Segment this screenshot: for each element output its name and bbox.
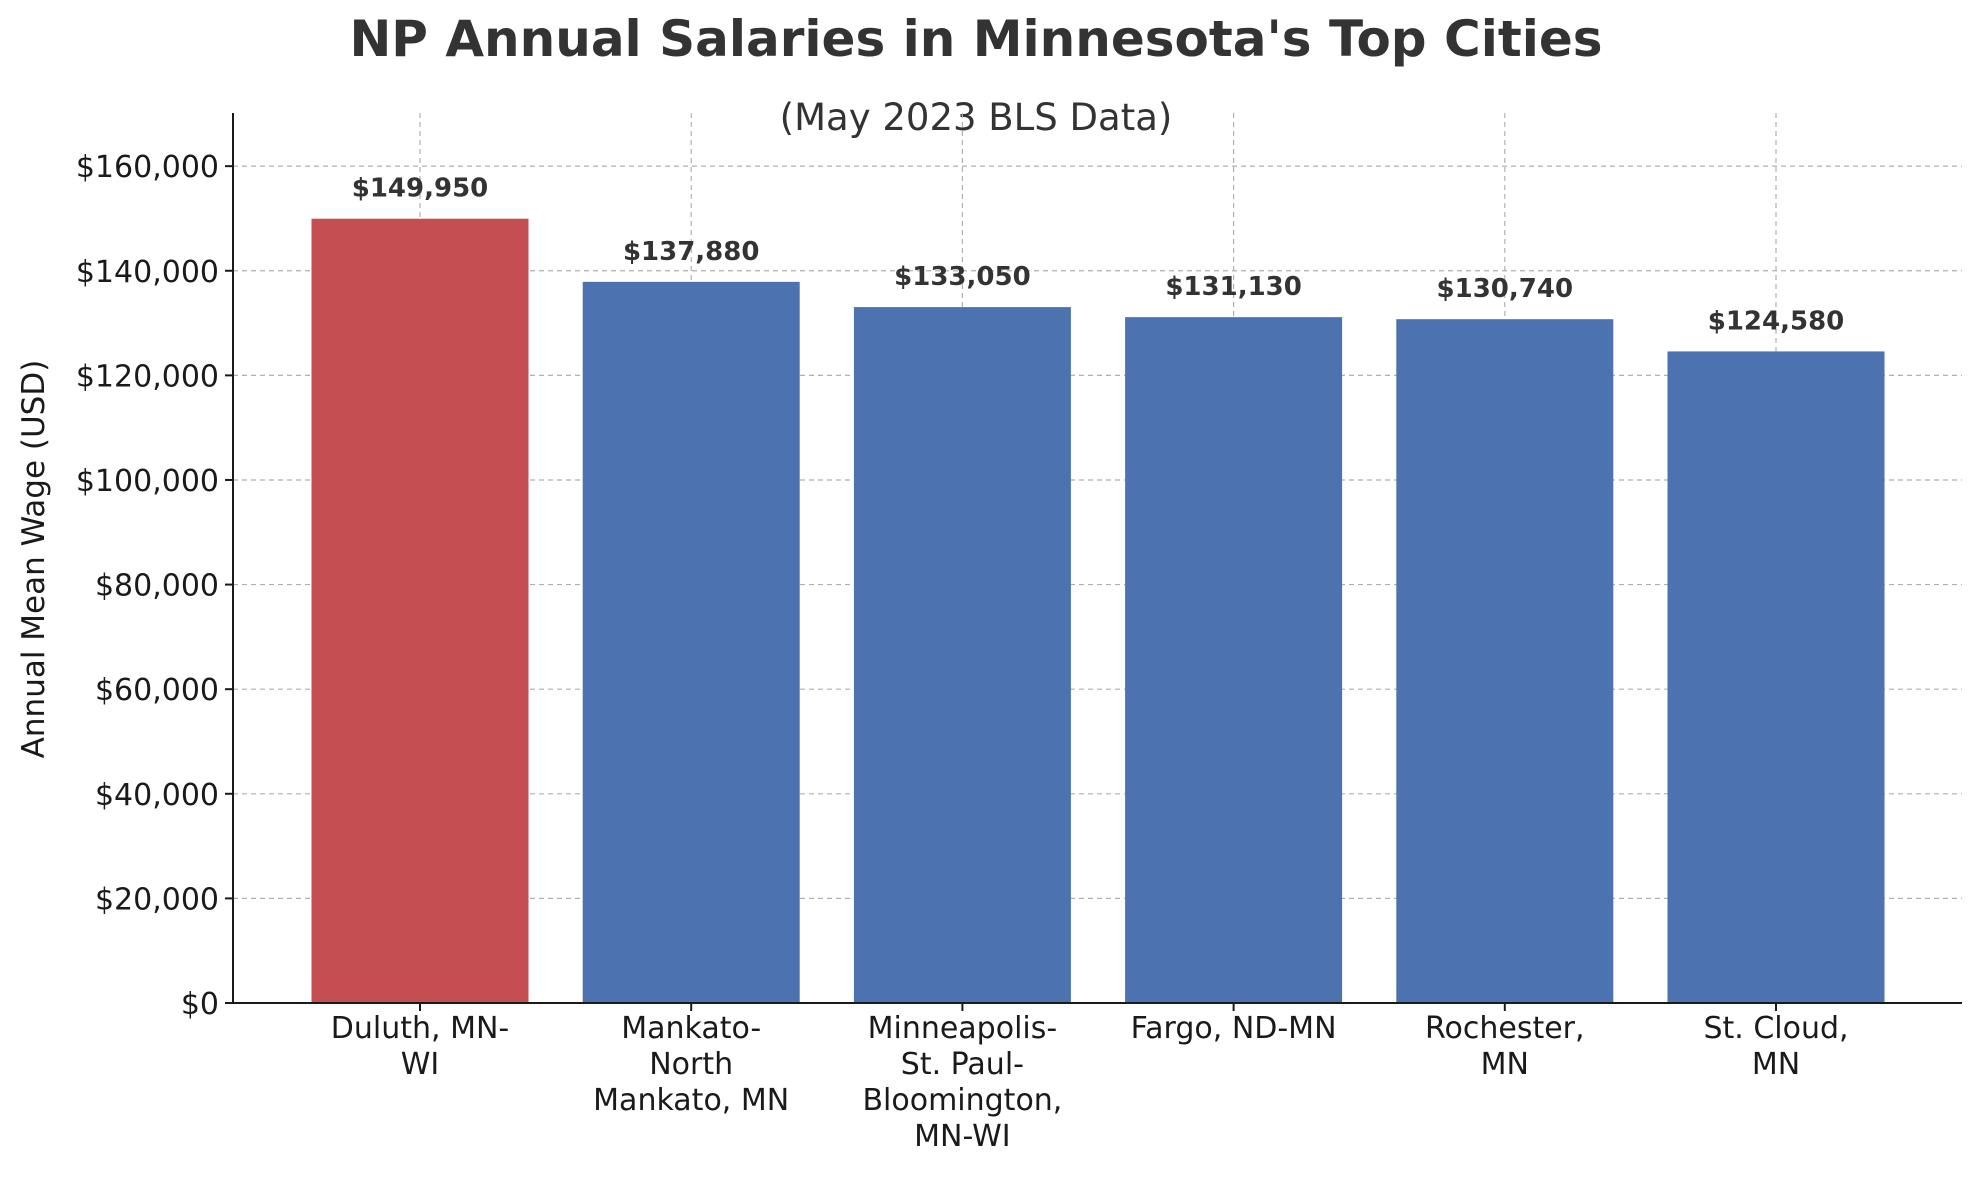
bar (311, 218, 529, 1003)
bar-value-label: $131,130 (1165, 272, 1302, 302)
x-tick-label-line: Rochester, (1425, 1011, 1585, 1046)
chart-title: NP Annual Salaries in Minnesota's Top Ci… (349, 10, 1602, 68)
y-axis-label: Annual Mean Wage (USD) (16, 360, 52, 759)
x-tick-label-line: North (649, 1047, 733, 1082)
bars (311, 218, 1885, 1004)
x-tick-label-line: Mankato, MN (593, 1083, 789, 1118)
bar (1396, 319, 1614, 1003)
x-tick-label: St. Cloud, MN (1703, 1011, 1848, 1082)
y-tick-label: $120,000 (76, 359, 219, 394)
x-tick-label-line: St. Paul- (901, 1047, 1024, 1082)
x-tick-label-line: Fargo, ND-MN (1131, 1011, 1337, 1046)
x-tick-label-line: Duluth, MN- (331, 1011, 509, 1046)
bar-value-label: $124,580 (1708, 306, 1845, 336)
x-tick-label-line: Minneapolis- (868, 1011, 1058, 1046)
x-tick-label-line: MN-WI (914, 1119, 1010, 1154)
y-tick-label: $60,000 (95, 673, 219, 708)
axes (225, 113, 1962, 1011)
x-tick-label: Duluth, MN-WI (331, 1011, 509, 1082)
data-labels: $149,950 $137,880 $133,050 $131,130 $130,740… (352, 174, 1845, 337)
y-tick-label: $40,000 (95, 778, 219, 813)
y-tick-label: $140,000 (76, 255, 219, 290)
y-tick-label: $20,000 (95, 882, 219, 917)
x-tick-label-line: Mankato- (621, 1011, 761, 1046)
y-tick-label: $160,000 (76, 150, 219, 185)
bar (1125, 317, 1343, 1003)
bar (582, 281, 800, 1003)
bar-value-label: $133,050 (894, 262, 1031, 292)
x-tick-label: Fargo, ND-MN (1131, 1011, 1337, 1046)
x-tick-label-line: WI (401, 1047, 440, 1082)
x-tick-label-line: MN (1481, 1047, 1529, 1082)
y-tick-label: $100,000 (76, 464, 219, 499)
x-tick-label: Rochester, MN (1425, 1011, 1585, 1082)
bar-value-label: $149,950 (352, 174, 489, 204)
x-tick-label-line: Bloomington, (862, 1083, 1062, 1118)
bar-value-label: $130,740 (1437, 274, 1574, 304)
bar-value-label: $137,880 (623, 237, 760, 267)
x-tick-label-line: St. Cloud, (1703, 1011, 1848, 1046)
chart-subtitle: (May 2023 BLS Data) (780, 96, 1173, 139)
bar (853, 307, 1071, 1004)
y-tick-label: $80,000 (95, 569, 219, 604)
y-tick-label: $0 (181, 987, 219, 1022)
tick-labels: $0 $20,000 $40,000 $60,000 $80,000 $100,000 $1… (76, 150, 1849, 1154)
x-tick-label: Minneapolis-St. Paul-Bloomington, MN-WI (862, 1011, 1062, 1154)
x-tick-label-line: MN (1752, 1047, 1800, 1082)
bar (1667, 351, 1885, 1004)
x-tick-label: Mankato-North Mankato, MN (593, 1011, 789, 1118)
